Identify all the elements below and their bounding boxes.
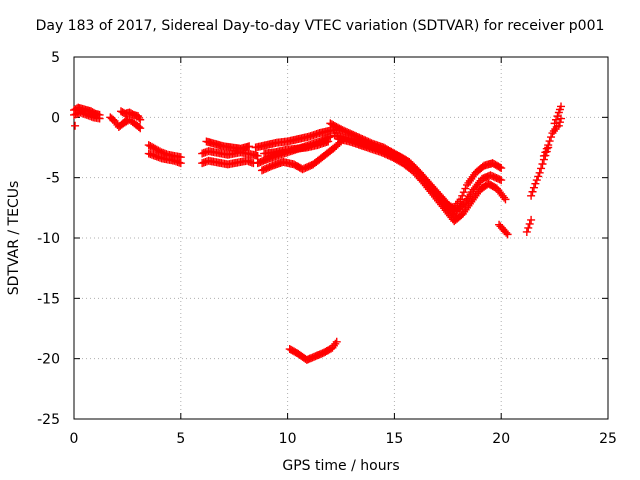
data-point-marker bbox=[541, 148, 550, 157]
data-point-marker bbox=[95, 114, 104, 123]
data-point-marker bbox=[136, 115, 145, 124]
data-point-marker bbox=[500, 193, 509, 202]
data-point-marker bbox=[535, 168, 544, 177]
data-point-marker bbox=[326, 132, 335, 141]
x-tick-label: 15 bbox=[385, 431, 403, 447]
data-points bbox=[70, 102, 566, 364]
data-point-marker bbox=[527, 191, 536, 200]
data-point-marker bbox=[136, 124, 145, 133]
data-point-marker bbox=[71, 121, 80, 130]
data-point-marker bbox=[544, 141, 553, 150]
data-point-marker bbox=[497, 164, 506, 173]
data-point-marker bbox=[528, 187, 537, 196]
data-point-marker bbox=[538, 159, 547, 168]
data-point-marker bbox=[134, 122, 143, 131]
data-point-marker bbox=[503, 230, 512, 239]
data-point-marker bbox=[456, 195, 465, 204]
data-point-marker bbox=[502, 228, 511, 237]
data-point-marker bbox=[550, 119, 559, 128]
data-point-marker bbox=[458, 191, 467, 200]
data-point-marker bbox=[534, 172, 543, 181]
data-point-marker bbox=[253, 151, 262, 160]
data-point-marker bbox=[332, 337, 341, 346]
grid-lines bbox=[74, 57, 608, 419]
y-tick-label: 0 bbox=[51, 110, 60, 126]
x-axis-label: GPS time / hours bbox=[282, 458, 399, 474]
data-point-marker bbox=[245, 142, 254, 151]
data-point-marker bbox=[497, 176, 506, 185]
y-axis-label: SDTVAR / TECUs bbox=[6, 181, 22, 296]
data-point-marker bbox=[495, 163, 504, 172]
data-point-marker bbox=[524, 223, 533, 232]
data-point-marker bbox=[324, 137, 333, 146]
data-point-marker bbox=[557, 114, 566, 123]
x-tick-label: 0 bbox=[70, 431, 79, 447]
data-point-marker bbox=[529, 183, 538, 192]
data-point-marker bbox=[452, 213, 461, 222]
y-tick-label: -25 bbox=[37, 412, 60, 428]
y-tick-label: -15 bbox=[37, 291, 60, 307]
data-point-marker bbox=[135, 113, 144, 122]
data-point-marker bbox=[531, 179, 540, 188]
y-tick-label: -5 bbox=[46, 171, 60, 187]
data-point-marker bbox=[176, 159, 185, 168]
data-point-marker bbox=[555, 118, 564, 127]
data-point-marker bbox=[527, 215, 536, 224]
x-tick-label: 20 bbox=[492, 431, 510, 447]
chart-title: Day 183 of 2017, Sidereal Day-to-day VTE… bbox=[35, 18, 605, 34]
x-tick-label: 10 bbox=[279, 431, 297, 447]
data-point-marker bbox=[522, 227, 531, 236]
y-tick-label: -20 bbox=[37, 352, 60, 368]
y-tick-label: -10 bbox=[37, 231, 60, 247]
data-point-marker bbox=[537, 164, 546, 173]
data-point-marker bbox=[532, 176, 541, 185]
y-tick-label: 5 bbox=[51, 50, 60, 66]
data-point-marker bbox=[450, 212, 459, 221]
data-point-marker bbox=[461, 184, 470, 193]
data-point-marker bbox=[542, 144, 551, 153]
data-point-marker bbox=[557, 102, 566, 111]
data-point-marker bbox=[501, 195, 510, 204]
data-point-marker bbox=[554, 121, 563, 130]
data-point-marker bbox=[525, 219, 534, 228]
x-tick-label: 5 bbox=[176, 431, 185, 447]
data-point-marker bbox=[545, 137, 554, 146]
data-point-marker bbox=[547, 133, 556, 142]
data-point-marker bbox=[539, 151, 548, 160]
axis-ticks: 0 5 10 15 20 25 -25 -20 -15 -10 -5 0 5 bbox=[37, 50, 617, 447]
data-point-marker bbox=[459, 188, 468, 197]
x-tick-label: 25 bbox=[599, 431, 617, 447]
